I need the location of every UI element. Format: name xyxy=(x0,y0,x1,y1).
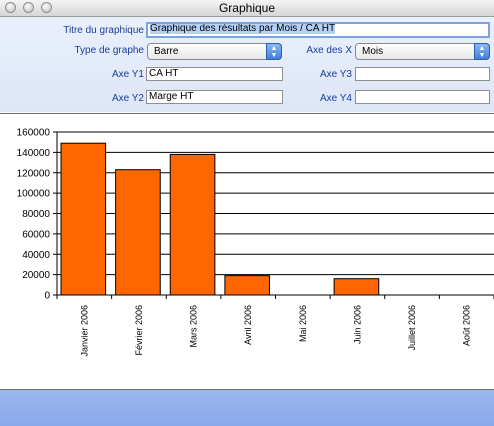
y1-axis-label: Axe Y1 xyxy=(111,69,144,80)
bar xyxy=(333,278,380,296)
y-tick-label: 80000 xyxy=(22,209,50,220)
y4-axis-field[interactable] xyxy=(355,90,490,104)
bar xyxy=(224,275,270,296)
chart-type-label: Type de graphe xyxy=(74,45,145,56)
y-tick-label: 140000 xyxy=(17,148,51,159)
y3-axis-label: Axe Y3 xyxy=(319,69,352,80)
chart-title-field[interactable]: Graphique des résultats par Mois / CA HT xyxy=(146,22,490,38)
y-tick-label: 40000 xyxy=(22,250,50,261)
y-tick-label: 60000 xyxy=(22,229,50,240)
y2-axis-field[interactable]: Marge HT xyxy=(146,90,283,104)
y-tick-label: 120000 xyxy=(17,168,51,179)
x-axis-popup[interactable]: Mois ▲ ▼ xyxy=(355,43,490,60)
x-tick-label: Avril 2006 xyxy=(243,305,253,345)
y4-axis-label: Axe Y4 xyxy=(319,93,352,104)
chart-area: 0 20000 40000 60000 80000 100000 120000 140000 1… xyxy=(0,113,494,390)
x-tick-label: Février 2006 xyxy=(134,305,144,356)
y1-axis-field[interactable]: CA HT xyxy=(146,67,283,81)
window-title: Graphique xyxy=(218,1,276,15)
y-tick-label: 0 xyxy=(44,291,50,302)
chart-type-value: Barre xyxy=(154,46,179,57)
x-tick-label: Janvier 2006 xyxy=(79,305,89,357)
y-tick-label: 160000 xyxy=(17,128,51,139)
y3-axis-field[interactable] xyxy=(355,67,490,81)
popup-arrows-icon: ▲ ▼ xyxy=(474,43,490,60)
popup-arrows-icon: ▲ ▼ xyxy=(266,43,282,60)
y2-axis-label: Axe Y2 xyxy=(111,93,144,104)
x-tick-label: Juin 2006 xyxy=(352,305,362,344)
chart-title-value: Graphique des résultats par Mois / CA HT xyxy=(150,23,336,34)
x-tick-label: Mai 2006 xyxy=(298,305,308,342)
bar xyxy=(115,169,161,296)
bar xyxy=(60,142,107,296)
x-tick-label: Août 2006 xyxy=(462,305,472,346)
x-tick-label: Juillet 2006 xyxy=(407,305,417,351)
bar-chart: 0 20000 40000 60000 80000 100000 120000 140000 1… xyxy=(17,128,494,357)
chart-type-popup[interactable]: Barre ▲ ▼ xyxy=(147,43,282,60)
bar xyxy=(169,153,216,296)
x-axis-value: Mois xyxy=(362,46,384,57)
x-axis-label: Axe des X xyxy=(306,45,352,56)
minimize-window-button[interactable] xyxy=(23,2,34,13)
chart-title-label: Titre du graphique xyxy=(63,25,144,36)
window-titlebar: Graphique xyxy=(0,0,494,17)
chart-settings-panel: Titre du graphique Graphique des résulta… xyxy=(0,17,494,112)
window-bottom-background xyxy=(0,390,494,426)
y-tick-label: 100000 xyxy=(17,189,51,200)
close-window-button[interactable] xyxy=(5,2,16,13)
zoom-window-button[interactable] xyxy=(41,2,52,13)
y-tick-label: 20000 xyxy=(22,270,50,281)
x-tick-label: Mars 2006 xyxy=(189,305,199,348)
